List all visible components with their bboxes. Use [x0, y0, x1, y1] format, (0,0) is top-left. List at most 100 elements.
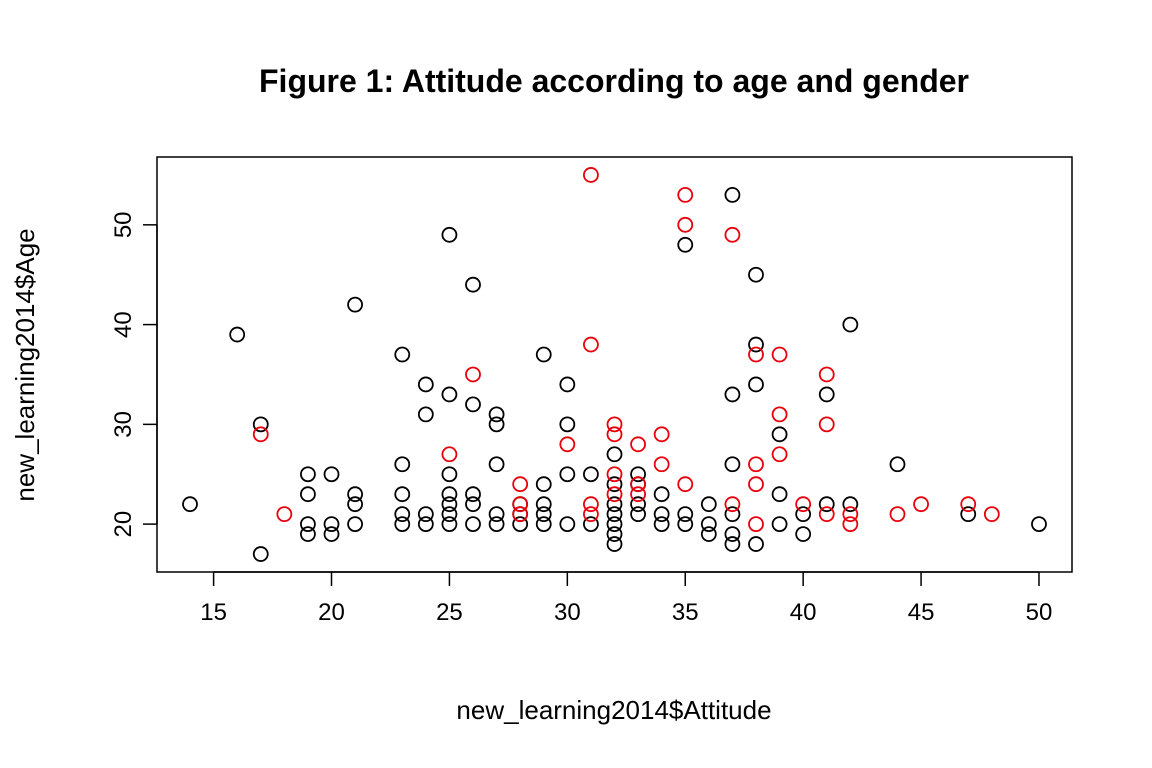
data-point-series-1: [606, 496, 623, 513]
data-point-series-1: [960, 506, 977, 523]
data-point-series-1: [488, 406, 505, 423]
data-point-series-1: [347, 296, 363, 313]
data-point-series-2: [724, 496, 741, 513]
y-tick-label: 30: [110, 411, 137, 438]
data-point-series-1: [653, 516, 670, 533]
data-point-series-1: [748, 336, 764, 353]
data-point-series-2: [583, 496, 599, 513]
plot-frame: [156, 156, 1073, 573]
data-point-series-2: [630, 436, 646, 453]
data-point-series-2: [771, 406, 788, 423]
data-point-series-1: [394, 456, 411, 473]
y-axis-label: new_learning2014$Age: [10, 228, 40, 501]
data-point-series-2: [512, 506, 529, 523]
data-point-series-1: [771, 486, 788, 503]
data-point-series-1: [465, 396, 481, 413]
data-point-series-1: [842, 496, 859, 513]
data-point-series-1: [724, 187, 741, 203]
data-point-series-2: [842, 506, 859, 523]
data-point-series-1: [748, 266, 764, 283]
data-point-series-1: [323, 516, 340, 533]
data-point-series-2: [441, 446, 458, 463]
data-point-series-1: [583, 516, 599, 533]
data-point-series-2: [606, 466, 623, 483]
data-point-series-1: [465, 276, 481, 293]
x-tick-label: 15: [200, 599, 227, 626]
data-point-series-1: [677, 516, 694, 533]
data-point-series-2: [771, 346, 788, 363]
data-point-series-1: [417, 376, 434, 393]
data-point-series-1: [606, 536, 623, 552]
data-point-series-1: [182, 496, 198, 513]
x-tick-label: 30: [554, 599, 581, 626]
data-point-series-2: [795, 496, 812, 513]
data-point-series-1: [441, 506, 458, 523]
data-point-series-1: [583, 466, 599, 483]
x-tick-label: 50: [1026, 599, 1053, 626]
y-tick-label: 40: [110, 311, 137, 338]
data-point-series-1: [417, 506, 434, 523]
data-point-series-1: [559, 376, 576, 393]
data-point-series-1: [771, 516, 788, 533]
data-point-series-1: [606, 516, 623, 533]
data-point-series-1: [700, 526, 717, 542]
data-point-series-1: [300, 516, 316, 533]
data-point-series-2: [818, 416, 835, 433]
y-tick-label: 20: [110, 511, 137, 538]
data-point-series-1: [700, 496, 717, 513]
data-point-series-1: [300, 466, 316, 483]
data-point-series-1: [559, 466, 576, 483]
data-point-series-1: [677, 506, 694, 523]
data-point-series-1: [323, 526, 340, 542]
data-point-series-2: [276, 506, 293, 523]
data-point-series-1: [229, 326, 246, 343]
data-point-series-1: [842, 316, 859, 333]
data-point-series-1: [417, 406, 434, 423]
data-point-series-1: [347, 496, 363, 513]
data-point-series-2: [606, 416, 623, 433]
data-point-series-1: [488, 516, 505, 533]
data-point-series-2: [748, 516, 764, 533]
data-point-series-1: [394, 486, 411, 503]
data-point-series-2: [842, 516, 859, 533]
data-point-series-2: [960, 496, 977, 513]
data-point-series-1: [795, 526, 812, 542]
data-point-series-1: [535, 346, 552, 363]
data-point-series-2: [818, 366, 835, 383]
data-point-series-1: [889, 456, 906, 473]
data-point-series-1: [677, 236, 694, 253]
y-axis: 20 30 40 50: [110, 211, 158, 538]
x-tick-label: 45: [908, 599, 935, 626]
data-point-series-1: [795, 506, 812, 523]
data-point-series-2: [559, 436, 576, 453]
data-point-series-1: [488, 416, 505, 433]
data-point-series-1: [465, 486, 481, 503]
data-point-series-2: [677, 187, 694, 203]
data-point-series-1: [441, 226, 458, 243]
x-tick-label: 40: [790, 599, 817, 626]
data-point-series-2: [771, 446, 788, 463]
data-point-series-1: [724, 386, 741, 403]
data-point-series-2: [630, 486, 646, 503]
data-point-series-1: [700, 516, 717, 533]
data-point-series-2: [653, 426, 670, 443]
data-point-series-1: [724, 506, 741, 523]
data-point-series-1: [535, 506, 552, 523]
data-point-series-1: [535, 476, 552, 493]
chart-title: Figure 1: Attitude according to age and …: [259, 63, 969, 99]
data-point-series-1: [535, 516, 552, 533]
data-point-series-1: [559, 516, 576, 533]
data-point-series-1: [630, 496, 646, 513]
data-point-series-1: [653, 486, 670, 503]
data-point-series-1: [512, 516, 529, 533]
data-point-series-1: [417, 516, 434, 533]
x-tick-label: 25: [436, 599, 463, 626]
data-point-series-2: [583, 336, 599, 353]
data-point-series-2: [748, 456, 764, 473]
data-point-series-1: [252, 416, 269, 433]
x-axis-label: new_learning2014$Attitude: [456, 695, 771, 725]
data-point-series-1: [535, 496, 552, 513]
data-point-series-1: [488, 506, 505, 523]
data-point-series-1: [748, 376, 764, 393]
